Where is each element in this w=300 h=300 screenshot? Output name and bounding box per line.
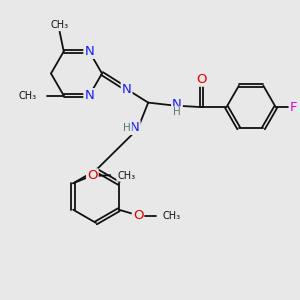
Text: H: H	[123, 122, 131, 133]
Text: N: N	[84, 45, 94, 58]
Text: O: O	[133, 209, 143, 222]
Text: F: F	[290, 100, 298, 114]
Text: CH₃: CH₃	[163, 211, 181, 221]
Text: N: N	[130, 121, 140, 134]
Text: CH₃: CH₃	[50, 20, 68, 30]
Text: H: H	[173, 107, 181, 117]
Text: N: N	[122, 82, 131, 96]
Text: N: N	[84, 89, 94, 102]
Text: CH₃: CH₃	[19, 91, 37, 100]
Text: N: N	[172, 98, 182, 111]
Text: O: O	[196, 73, 207, 86]
Text: CH₃: CH₃	[117, 171, 135, 181]
Text: O: O	[87, 169, 98, 182]
